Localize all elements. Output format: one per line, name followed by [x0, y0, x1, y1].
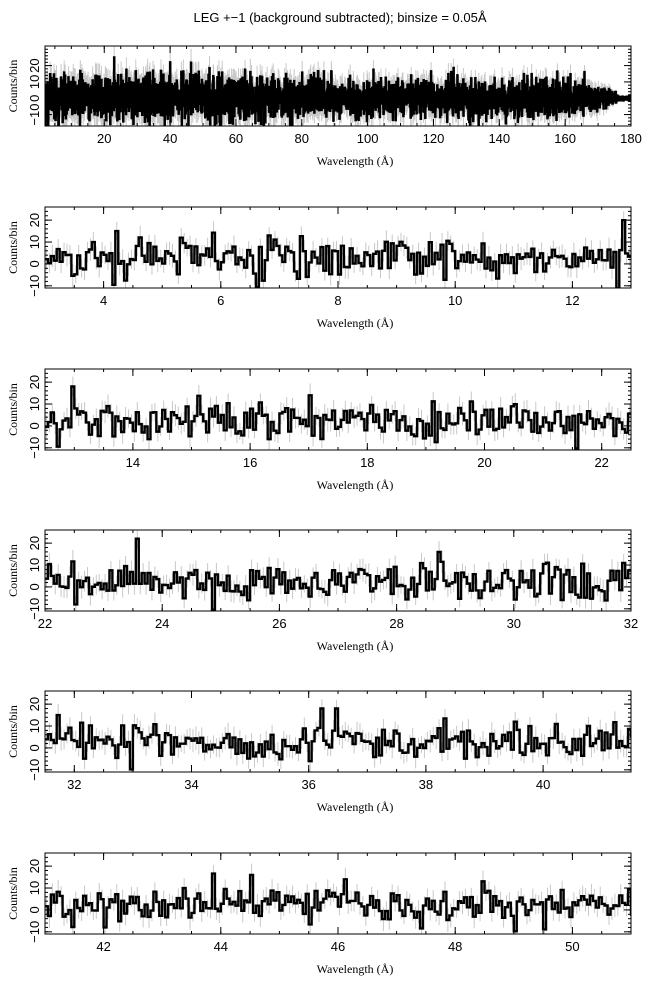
- series-line: [45, 707, 631, 771]
- data-layer: [45, 211, 631, 288]
- panel-3: 14 16 18 20 22 −10 0 10 20 Wavelength (Å) Counts/b…: [6, 368, 632, 492]
- x-tick-label: 26: [272, 616, 286, 631]
- y-tick-label: 0: [27, 95, 42, 102]
- x-tick-label: 24: [155, 616, 169, 631]
- figure-title: LEG +−1 (background subtracted); binsize…: [193, 10, 486, 25]
- y-tick-label: 0: [27, 744, 42, 751]
- series-line: [45, 872, 631, 933]
- x-tick-label: 48: [448, 939, 462, 954]
- y-tick-label: 10: [27, 881, 42, 895]
- y-tick-label: −10: [27, 275, 42, 297]
- panel-2: 4 6 8 10 12 −10 0 10 20 Wavelength (Å) Counts/bin: [6, 206, 632, 330]
- panel-1: 20 40 60 80 100 120 140 160 180 −10 0 10 20 Wavelengt…: [6, 45, 642, 168]
- x-tick-label: 14: [126, 455, 140, 470]
- y-axis-label: Counts/bin: [6, 544, 20, 597]
- y-tick-label: 0: [27, 906, 42, 913]
- data-layer: [45, 863, 631, 934]
- y-axis-label: Counts/bin: [6, 867, 20, 920]
- x-tick-label: 140: [488, 131, 510, 146]
- x-tick-label: 40: [536, 777, 550, 792]
- x-tick-label: 28: [389, 616, 403, 631]
- y-axis-label: Counts/bin: [6, 705, 20, 758]
- x-axis-label: Wavelength (Å): [317, 154, 394, 168]
- y-tick-label: 10: [27, 719, 42, 733]
- y-tick-label: −10: [27, 921, 42, 943]
- y-tick-label: −10: [27, 437, 42, 459]
- y-tick-label: −10: [27, 598, 42, 620]
- y-tick-label: 20: [27, 213, 42, 227]
- y-tick-label: 0: [27, 583, 42, 590]
- y-tick-label: 20: [27, 697, 42, 711]
- x-tick-label: 12: [565, 293, 579, 308]
- y-tick-label: 20: [27, 859, 42, 873]
- x-tick-label: 46: [331, 939, 345, 954]
- y-tick-label: 10: [27, 75, 42, 89]
- x-tick-label: 32: [624, 616, 638, 631]
- x-tick-label: 22: [38, 616, 52, 631]
- series-line: [45, 385, 631, 450]
- series-line: [45, 56, 631, 126]
- x-tick-label: 16: [243, 455, 257, 470]
- x-axis-label: Wavelength (Å): [317, 962, 394, 976]
- x-tick-label: 20: [97, 131, 111, 146]
- y-tick-label: −10: [27, 759, 42, 781]
- data-layer: [45, 46, 631, 126]
- panel-6: 42 44 46 48 50 −10 0 10 20 Wavelength (Å) Counts/b…: [6, 852, 632, 976]
- x-tick-label: 34: [184, 777, 198, 792]
- x-tick-label: 4: [100, 293, 107, 308]
- x-tick-label: 38: [419, 777, 433, 792]
- y-axis-label: Counts/bin: [6, 221, 20, 274]
- x-tick-label: 30: [507, 616, 521, 631]
- x-tick-label: 6: [217, 293, 224, 308]
- x-axis-label: Wavelength (Å): [317, 478, 394, 492]
- y-tick-label: −10: [27, 104, 42, 126]
- x-tick-label: 120: [423, 131, 445, 146]
- x-tick-label: 10: [448, 293, 462, 308]
- y-tick-label: 20: [27, 375, 42, 389]
- panel-5: 32 34 36 38 40 −10 0 10 20 Wavelength (Å) Counts/b…: [6, 690, 632, 814]
- series-line: [45, 537, 631, 611]
- data-layer: [45, 376, 631, 450]
- x-axis-label: Wavelength (Å): [317, 316, 394, 330]
- y-tick-label: 0: [27, 260, 42, 267]
- x-tick-label: 42: [96, 939, 110, 954]
- panel-4: 22 24 26 28 30 32 −10 0 10 20 Wavelength (Å) Counts…: [6, 529, 638, 653]
- x-tick-label: 50: [565, 939, 579, 954]
- x-axis-label: Wavelength (Å): [317, 639, 394, 653]
- y-tick-label: 0: [27, 422, 42, 429]
- y-tick-label: 10: [27, 397, 42, 411]
- y-axis-label: Counts/bin: [6, 60, 20, 113]
- x-tick-label: 22: [594, 455, 608, 470]
- x-tick-label: 32: [67, 777, 81, 792]
- x-tick-label: 160: [554, 131, 576, 146]
- y-tick-label: 20: [27, 58, 42, 72]
- y-tick-label: 20: [27, 536, 42, 550]
- x-tick-label: 18: [360, 455, 374, 470]
- x-tick-label: 180: [620, 131, 642, 146]
- x-tick-label: 80: [295, 131, 309, 146]
- x-tick-label: 20: [477, 455, 491, 470]
- y-axis-label: Counts/bin: [6, 383, 20, 436]
- x-tick-label: 40: [163, 131, 177, 146]
- plot-frame: [44, 45, 632, 127]
- series-line: [45, 218, 631, 288]
- x-tick-label: 100: [357, 131, 379, 146]
- x-tick-label: 60: [229, 131, 243, 146]
- x-tick-label: 36: [301, 777, 315, 792]
- data-layer: [45, 530, 631, 611]
- y-tick-label: 10: [27, 235, 42, 249]
- x-tick-label: 44: [214, 939, 228, 954]
- x-axis-label: Wavelength (Å): [317, 800, 394, 814]
- x-tick-label: 8: [334, 293, 341, 308]
- panels: 20 40 60 80 100 120 140 160 180−1001020Wavelengt…: [6, 45, 642, 976]
- y-tick-label: 10: [27, 558, 42, 572]
